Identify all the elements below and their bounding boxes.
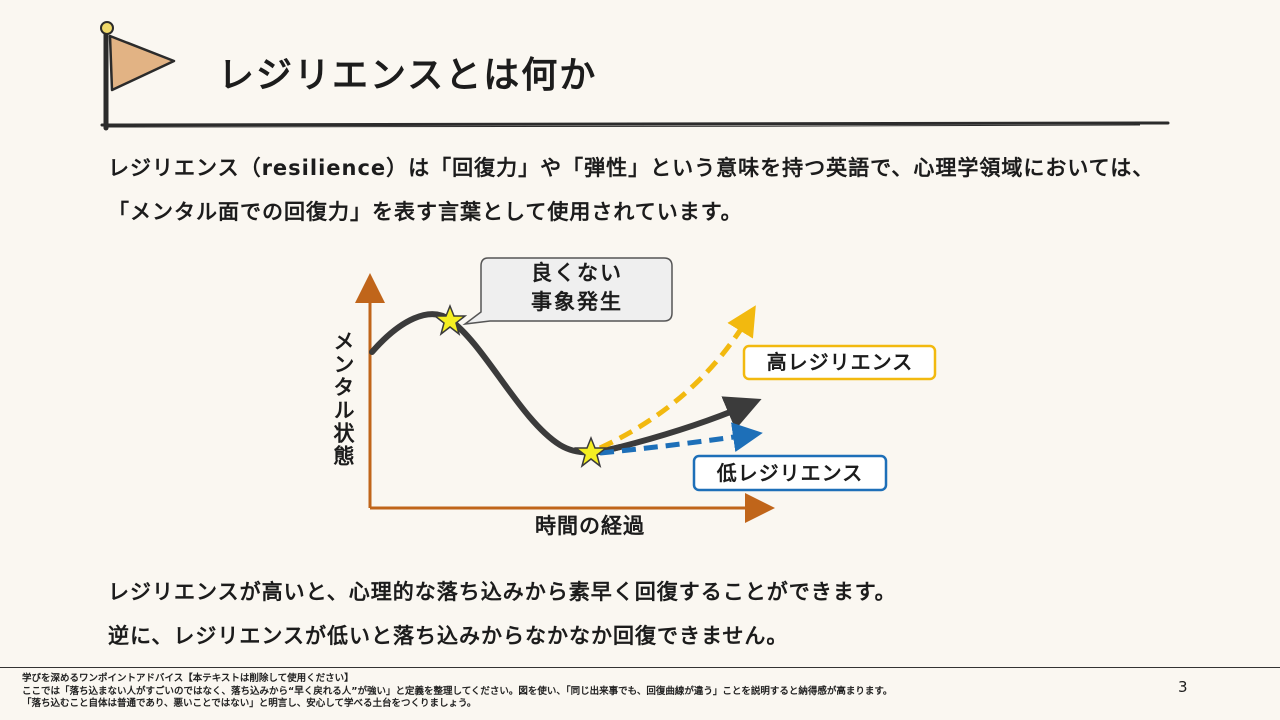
page-title: レジリエンスとは何か bbox=[218, 55, 598, 96]
resilience-diagram bbox=[355, 257, 937, 523]
footer-line-1: 学びを深めるワンポイントアドバイス【本テキストは削除して使用ください】 bbox=[22, 673, 354, 684]
page-number: 3 bbox=[1178, 678, 1188, 696]
event-star-icon bbox=[432, 303, 468, 336]
high-resilience-label: 高レジリエンス bbox=[766, 350, 914, 374]
high-resilience-curve bbox=[598, 305, 756, 451]
low-resilience-curve bbox=[599, 422, 763, 456]
high-label-box bbox=[742, 344, 937, 381]
turning-point-star-icon bbox=[573, 435, 609, 468]
x-axis-label: 時間の経過 bbox=[535, 514, 645, 538]
callout-text: 良くない 事象発生 bbox=[531, 261, 623, 314]
footer-line-3: 「落ち込むこと自体は普通であり、悪いことではない」と明言し、安心して学べる土台を… bbox=[22, 698, 477, 709]
footer-notes: 学びを深めるワンポイントアドバイス【本テキストは削除して使用ください】 ここでは… bbox=[22, 673, 1122, 711]
low-resilience-label: 低レジリエンス bbox=[716, 461, 864, 485]
y-axis-label: メンタル状態 bbox=[331, 330, 355, 468]
statement-high: レジリエンスが高いと、心理的な落ち込みから素早く回復することができます。 bbox=[108, 580, 897, 604]
title-underline bbox=[100, 121, 1170, 128]
recovery-curve-baseline bbox=[597, 396, 762, 455]
intro-text: レジリエンス（resilience）は「回復力」や「弾性」という意味を持つ英語で… bbox=[108, 156, 1155, 224]
mental-curve bbox=[369, 311, 623, 456]
callout-bubble bbox=[462, 257, 673, 326]
footer-line-2: ここでは「落ち込まない人がすごいのではなく、落ち込みから“早く戻れる人”が強い」… bbox=[22, 685, 893, 697]
footer-divider bbox=[0, 667, 1280, 668]
flag-icon bbox=[100, 21, 176, 131]
statement-low: 逆に、レジリエンスが低いと落ち込みからなかなか回復できません。 bbox=[108, 624, 789, 648]
low-label-box bbox=[692, 454, 888, 492]
